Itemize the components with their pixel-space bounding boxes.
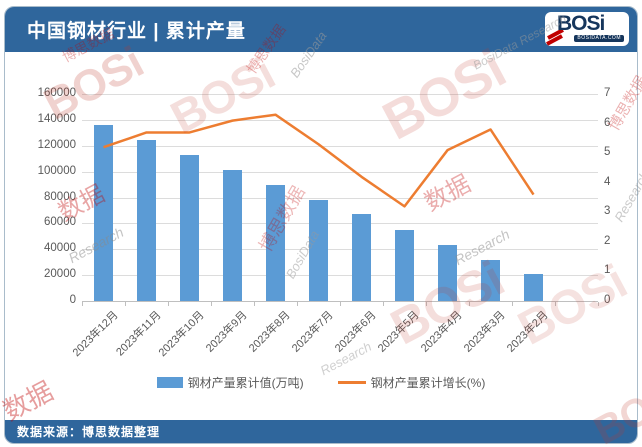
bosi-logo: BOSi BOSIDATA.COM [545, 12, 629, 46]
legend-item: 钢材产量累计值(万吨) [156, 374, 304, 391]
chart-legend: 钢材产量累计值(万吨) 钢材产量累计增长(%) [0, 374, 642, 391]
legend-label: 钢材产量累计值(万吨) [187, 376, 304, 390]
data-source-label: 数据来源：博思数据整理 [17, 425, 161, 439]
legend-bar-swatch-icon [156, 377, 183, 388]
logo-brand-text: BOSi [557, 12, 605, 35]
page-title: 中国钢材行业 | 累计产量 [27, 21, 246, 42]
legend-line-swatch-icon [337, 381, 366, 384]
header-bar: 中国钢材行业 | 累计产量 BOSi BOSIDATA.COM [5, 7, 637, 52]
legend-label: 钢材产量累计增长(%) [370, 376, 486, 390]
logo-domain-text: BOSIDATA.COM [574, 35, 624, 42]
legend-item: 钢材产量累计增长(%) [337, 374, 486, 391]
footer-bar: 数据来源：博思数据整理 [5, 420, 637, 443]
